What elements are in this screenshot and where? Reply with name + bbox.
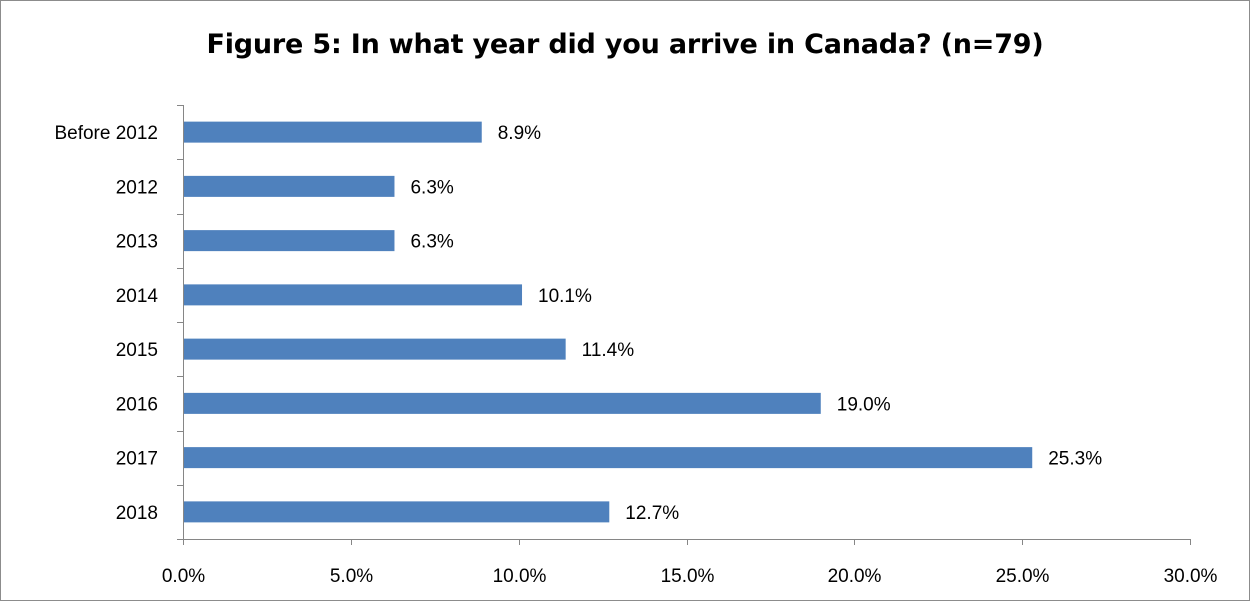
data-label-0: 8.9% <box>498 123 541 144</box>
bar-4 <box>184 338 566 360</box>
bar-2 <box>184 230 395 252</box>
category-label-3: 2014 <box>116 286 159 307</box>
x-tick-label-5: 25.0% <box>996 566 1050 587</box>
x-tick-label-3: 15.0% <box>661 566 715 587</box>
data-label-4: 11.4% <box>582 340 635 361</box>
category-label-5: 2016 <box>116 394 158 415</box>
data-label-3: 10.1% <box>538 286 592 307</box>
x-tick-label-0: 0.0% <box>162 566 205 587</box>
bar-6 <box>184 447 1033 469</box>
bar-3 <box>184 284 523 306</box>
bar-1 <box>184 175 395 197</box>
category-label-2: 2013 <box>116 232 158 253</box>
category-label-6: 2017 <box>116 449 158 470</box>
data-label-7: 12.7% <box>625 503 679 524</box>
bar-7 <box>184 501 610 523</box>
x-tick-label-6: 30.0% <box>1164 566 1218 587</box>
bar-0 <box>184 121 482 143</box>
data-label-5: 19.0% <box>837 394 891 415</box>
x-tick-label-1: 5.0% <box>330 566 373 587</box>
chart-title: Figure 5: In what year did you arrive in… <box>206 29 1044 60</box>
x-tick-label-2: 10.0% <box>493 566 547 587</box>
data-label-1: 6.3% <box>410 177 453 198</box>
category-label-4: 2015 <box>116 340 158 361</box>
category-label-1: 2012 <box>116 177 158 198</box>
category-label-7: 2018 <box>116 503 158 524</box>
data-label-2: 6.3% <box>410 232 453 253</box>
category-label-0: Before 2012 <box>54 123 158 144</box>
data-label-6: 25.3% <box>1048 449 1102 470</box>
x-tick-label-4: 20.0% <box>828 566 882 587</box>
bar-5 <box>184 392 821 414</box>
